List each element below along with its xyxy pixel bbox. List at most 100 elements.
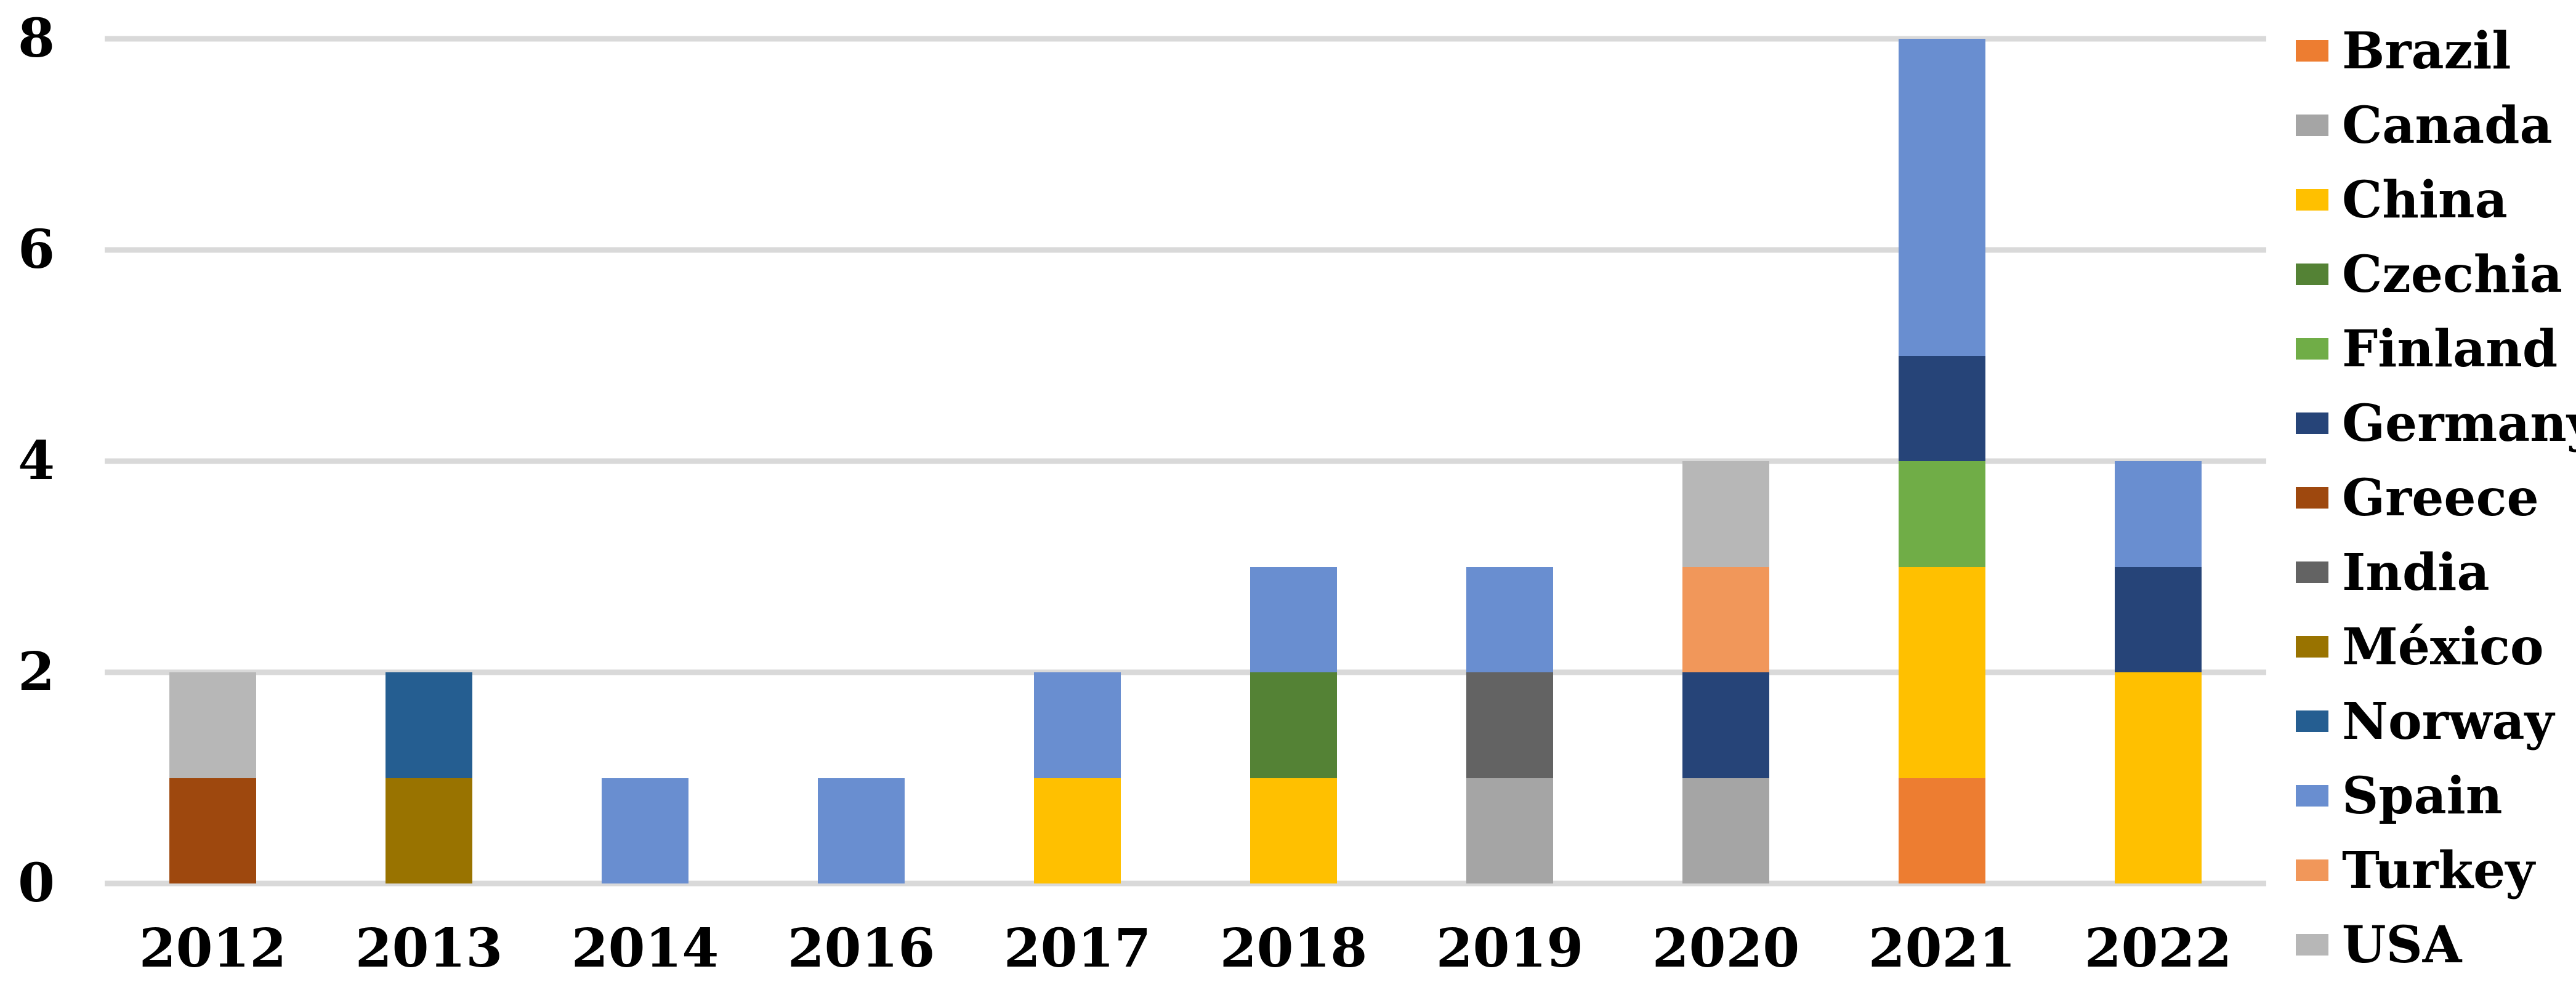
legend-item-czechia: Czechia <box>2296 237 2576 312</box>
x-tick-label: 2016 <box>787 917 935 980</box>
bar-stack-2016 <box>818 39 905 883</box>
bar-segment-brazil <box>1899 778 1985 883</box>
legend-swatch-icon <box>2296 189 2328 211</box>
bar-stack-2012 <box>169 39 256 883</box>
legend-label: México <box>2342 617 2544 677</box>
bar-segment-usa <box>169 672 256 778</box>
legend-swatch-icon <box>2296 561 2328 583</box>
x-tick-label: 2021 <box>1868 917 2016 980</box>
bar-segment-usa <box>1682 461 1769 567</box>
bar-column-2012 <box>105 39 321 883</box>
legend-item-india: India <box>2296 535 2576 610</box>
legend-label: Germany <box>2342 393 2576 453</box>
legend: Brazil Canada China Czechia Finland Germany Gr… <box>2296 14 2576 982</box>
legend-swatch-icon <box>2296 115 2328 136</box>
bar-segment-india <box>1466 672 1553 778</box>
bar-segment-méxico <box>386 778 472 883</box>
bar-column-2013 <box>321 39 537 883</box>
legend-item-brazil: Brazil <box>2296 14 2576 88</box>
bar-stack-2017 <box>1034 39 1121 883</box>
legend-label: China <box>2342 170 2508 230</box>
legend-item-turkey: Turkey <box>2296 833 2576 907</box>
legend-label: Greece <box>2342 468 2539 528</box>
gridline <box>105 669 2266 675</box>
legend-label: India <box>2342 542 2490 602</box>
bar-segment-spain <box>1034 672 1121 778</box>
legend-item-usa: USA <box>2296 907 2576 982</box>
bar-column-2014 <box>537 39 753 883</box>
x-tick-label: 2020 <box>1652 917 1800 980</box>
legend-item-finland: Finland <box>2296 312 2576 386</box>
bar-segment-turkey <box>1682 566 1769 672</box>
legend-item-spain: Spain <box>2296 759 2576 833</box>
legend-swatch-icon <box>2296 859 2328 881</box>
bar-column-2020 <box>1618 39 1834 883</box>
x-tick-label: 2017 <box>1003 917 1152 980</box>
bar-segment-norway <box>386 672 472 778</box>
bar-stack-2014 <box>602 39 688 883</box>
bar-column-2018 <box>1185 39 1402 883</box>
x-tick-label: 2012 <box>139 917 287 980</box>
bar-stack-2018 <box>1250 39 1337 883</box>
gridline <box>105 36 2266 42</box>
y-tick-label: 8 <box>18 7 55 70</box>
x-tick-label: 2022 <box>2084 917 2232 980</box>
bar-column-2021 <box>1834 39 2050 883</box>
legend-item-méxico: México <box>2296 610 2576 684</box>
legend-label: Norway <box>2342 691 2554 751</box>
x-axis: 2012 2013 2014 2016 2017 2018 2019 2020 2021 2022 <box>105 922 2266 975</box>
bar-segment-germany <box>1899 355 1985 461</box>
y-tick-label: 0 <box>18 852 55 914</box>
bar-segment-spain <box>1466 566 1553 672</box>
y-tick-label: 6 <box>18 219 55 281</box>
legend-swatch-icon <box>2296 636 2328 658</box>
gridline <box>105 880 2266 887</box>
bar-column-2017 <box>969 39 1185 883</box>
bar-column-2022 <box>2050 39 2266 883</box>
bar-stack-2020 <box>1682 39 1769 883</box>
bar-segment-canada <box>1682 778 1769 883</box>
bar-segment-germany <box>1682 672 1769 778</box>
legend-swatch-icon <box>2296 710 2328 732</box>
bars-row <box>105 39 2266 883</box>
legend-label: Spain <box>2342 766 2503 826</box>
gridline <box>105 458 2266 464</box>
bar-segment-spain <box>602 778 688 883</box>
plot-area <box>105 36 2266 887</box>
legend-label: USA <box>2342 915 2462 975</box>
legend-swatch-icon <box>2296 264 2328 285</box>
y-tick-label: 4 <box>18 430 55 492</box>
x-tick-label: 2018 <box>1219 917 1368 980</box>
bar-segment-spain <box>1899 39 1985 356</box>
bar-stack-2019 <box>1466 39 1553 883</box>
legend-swatch-icon <box>2296 487 2328 509</box>
bar-segment-spain <box>2115 461 2202 567</box>
bar-segment-germany <box>2115 566 2202 672</box>
bar-segment-china <box>1899 566 1985 778</box>
legend-swatch-icon <box>2296 40 2328 62</box>
bar-segment-spain <box>1250 566 1337 672</box>
bar-segment-finland <box>1899 461 1985 567</box>
legend-item-canada: Canada <box>2296 88 2576 163</box>
x-tick-label: 2013 <box>355 917 503 980</box>
legend-label: Czechia <box>2342 244 2562 304</box>
legend-swatch-icon <box>2296 934 2328 956</box>
legend-item-greece: Greece <box>2296 461 2576 535</box>
legend-label: Canada <box>2342 95 2553 155</box>
bar-stack-2022 <box>2115 39 2202 883</box>
bar-column-2019 <box>1402 39 1618 883</box>
x-tick-label: 2019 <box>1435 917 1584 980</box>
bar-stack-2013 <box>386 39 472 883</box>
x-tick-label: 2014 <box>571 917 719 980</box>
gridline <box>105 247 2266 253</box>
bar-segment-china <box>1034 778 1121 883</box>
bar-column-2016 <box>753 39 969 883</box>
bar-stack-2021 <box>1899 39 1985 883</box>
bar-segment-spain <box>818 778 905 883</box>
legend-label: Turkey <box>2342 840 2535 900</box>
legend-item-germany: Germany <box>2296 386 2576 461</box>
legend-item-china: China <box>2296 163 2576 237</box>
legend-swatch-icon <box>2296 785 2328 807</box>
legend-item-norway: Norway <box>2296 684 2576 759</box>
